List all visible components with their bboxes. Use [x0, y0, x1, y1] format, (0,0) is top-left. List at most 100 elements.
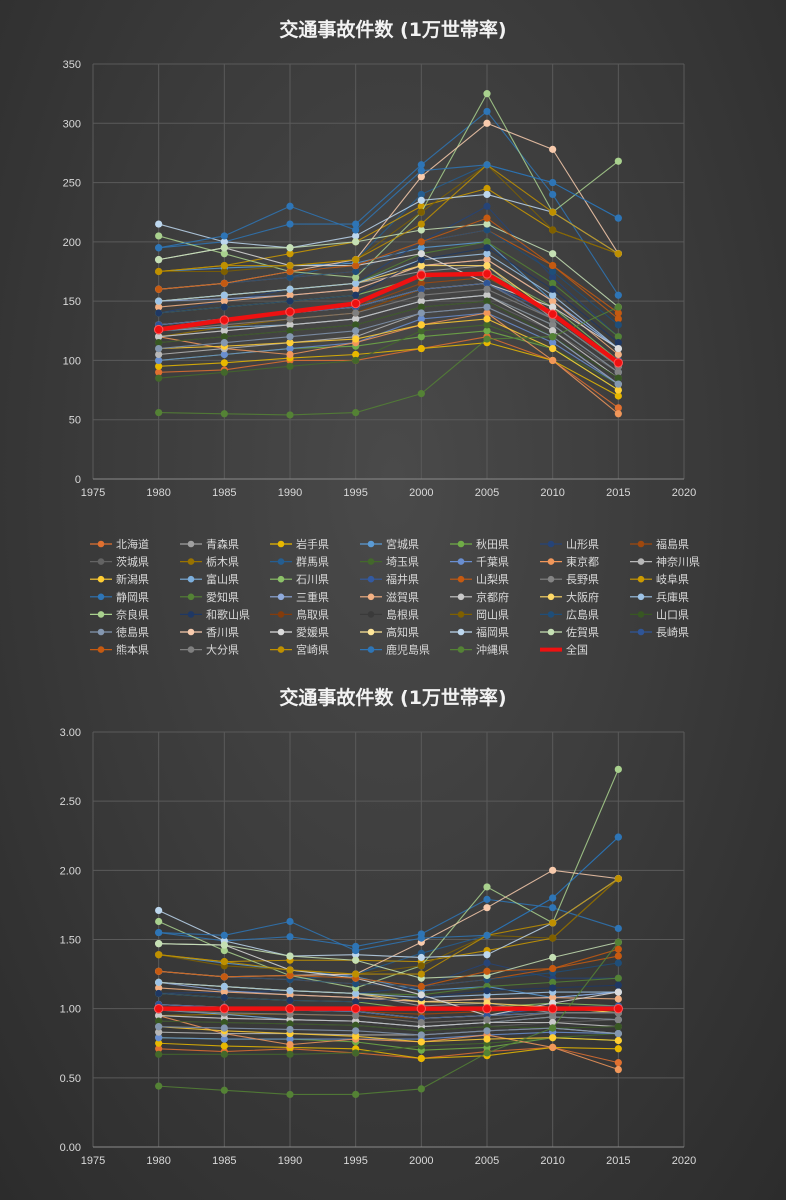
- x-tick-label: 2020: [672, 487, 696, 499]
- data-point: [549, 285, 557, 293]
- data-point: [417, 970, 425, 978]
- legend-item: 広島県: [540, 607, 599, 621]
- legend-label: 三重県: [296, 590, 329, 604]
- series-line: [158, 306, 619, 385]
- legend-item: 静岡県: [90, 590, 149, 604]
- data-point: [286, 917, 294, 926]
- data-point: [155, 220, 163, 228]
- series-line: [158, 93, 619, 278]
- data-point: [155, 297, 163, 305]
- y-axis-top: 0 50 100 150 200 250 300 350: [63, 59, 81, 486]
- legend-label: 北海道: [116, 537, 149, 551]
- data-point: [155, 344, 163, 353]
- data-point: [549, 333, 557, 341]
- series-山口県: [155, 1017, 622, 1035]
- series-line: [158, 336, 619, 409]
- data-point: [352, 291, 360, 299]
- legend-swatch-marker: [277, 628, 285, 636]
- legend-label: 埼玉県: [386, 555, 419, 569]
- data-point: [350, 1003, 361, 1014]
- data-point: [155, 989, 163, 998]
- legend-swatch-marker: [97, 575, 105, 583]
- data-point: [483, 951, 491, 959]
- data-point: [417, 1038, 425, 1046]
- legend-label: 福井県: [386, 572, 419, 586]
- legend-item: 鳥取県: [270, 607, 329, 621]
- legend-label: 宮崎県: [296, 643, 329, 657]
- data-point: [352, 1021, 360, 1029]
- data-point: [549, 866, 557, 874]
- data-point: [220, 327, 228, 335]
- legend-item: 石川県: [270, 573, 329, 586]
- data-point: [483, 285, 491, 293]
- data-point: [547, 309, 558, 319]
- data-point: [286, 291, 294, 299]
- legend-item: 北海道: [90, 537, 149, 551]
- data-point: [155, 232, 163, 240]
- legend-item: 岩手県: [270, 537, 329, 551]
- data-point: [286, 327, 294, 335]
- legend-swatch-marker: [277, 611, 285, 618]
- series-全国: [153, 269, 624, 368]
- data-point: [352, 350, 360, 359]
- x-tick-label: 1995: [343, 487, 367, 499]
- data-point: [417, 991, 425, 999]
- data-point: [352, 356, 360, 365]
- y-tick-label: 50: [69, 415, 81, 427]
- data-point: [483, 238, 491, 246]
- legend-label: 香川県: [206, 626, 239, 639]
- legend-item: 奈良県: [90, 607, 149, 621]
- legend-item: 宮城県: [360, 537, 419, 551]
- data-point: [286, 333, 294, 341]
- series-line: [158, 306, 619, 416]
- legend-label: 山口県: [656, 608, 689, 621]
- data-point: [483, 202, 491, 210]
- series-line: [158, 981, 619, 999]
- data-point: [417, 196, 425, 204]
- chart-title-top: 交通事故件数 (1万世帯率): [279, 18, 506, 41]
- data-point: [155, 1011, 163, 1020]
- data-point: [155, 951, 163, 959]
- data-point: [286, 297, 294, 305]
- y-tick-label: 350: [63, 59, 81, 71]
- data-point: [352, 335, 360, 343]
- data-point: [483, 1049, 491, 1057]
- x-tick-label: 2010: [540, 487, 564, 499]
- x-tick-label: 2000: [409, 487, 433, 499]
- data-point: [352, 261, 360, 270]
- data-point: [614, 350, 622, 359]
- data-point: [286, 244, 294, 252]
- data-point: [286, 315, 294, 323]
- data-point: [352, 279, 360, 287]
- x-tick-label: 2020: [672, 1155, 696, 1167]
- data-point: [220, 410, 228, 418]
- legend-label: 群馬県: [296, 555, 329, 569]
- data-point: [614, 1029, 622, 1038]
- series-line: [158, 1046, 619, 1064]
- data-point: [614, 1023, 622, 1031]
- data-point: [350, 298, 361, 309]
- series-line: [158, 294, 619, 379]
- data-point: [352, 267, 360, 276]
- legend-label: 大分県: [206, 643, 239, 657]
- series-line: [158, 878, 619, 975]
- data-point: [614, 952, 622, 960]
- data-point: [417, 220, 425, 228]
- data-point: [417, 982, 425, 991]
- data-point: [286, 933, 294, 941]
- data-point: [614, 938, 622, 946]
- y-tick-label: 200: [63, 237, 81, 249]
- data-point: [220, 261, 228, 270]
- series-line: [158, 312, 619, 385]
- series-line: [158, 984, 619, 1003]
- data-point: [549, 250, 557, 258]
- data-point: [417, 190, 425, 199]
- legend-item: 栃木県: [180, 555, 239, 569]
- data-point: [549, 339, 557, 347]
- data-point: [155, 940, 163, 948]
- data-point: [155, 1082, 163, 1090]
- legend-item: 愛知県: [180, 590, 239, 604]
- legend-item: 青森県: [180, 537, 239, 551]
- legend-label: 富山県: [206, 572, 239, 586]
